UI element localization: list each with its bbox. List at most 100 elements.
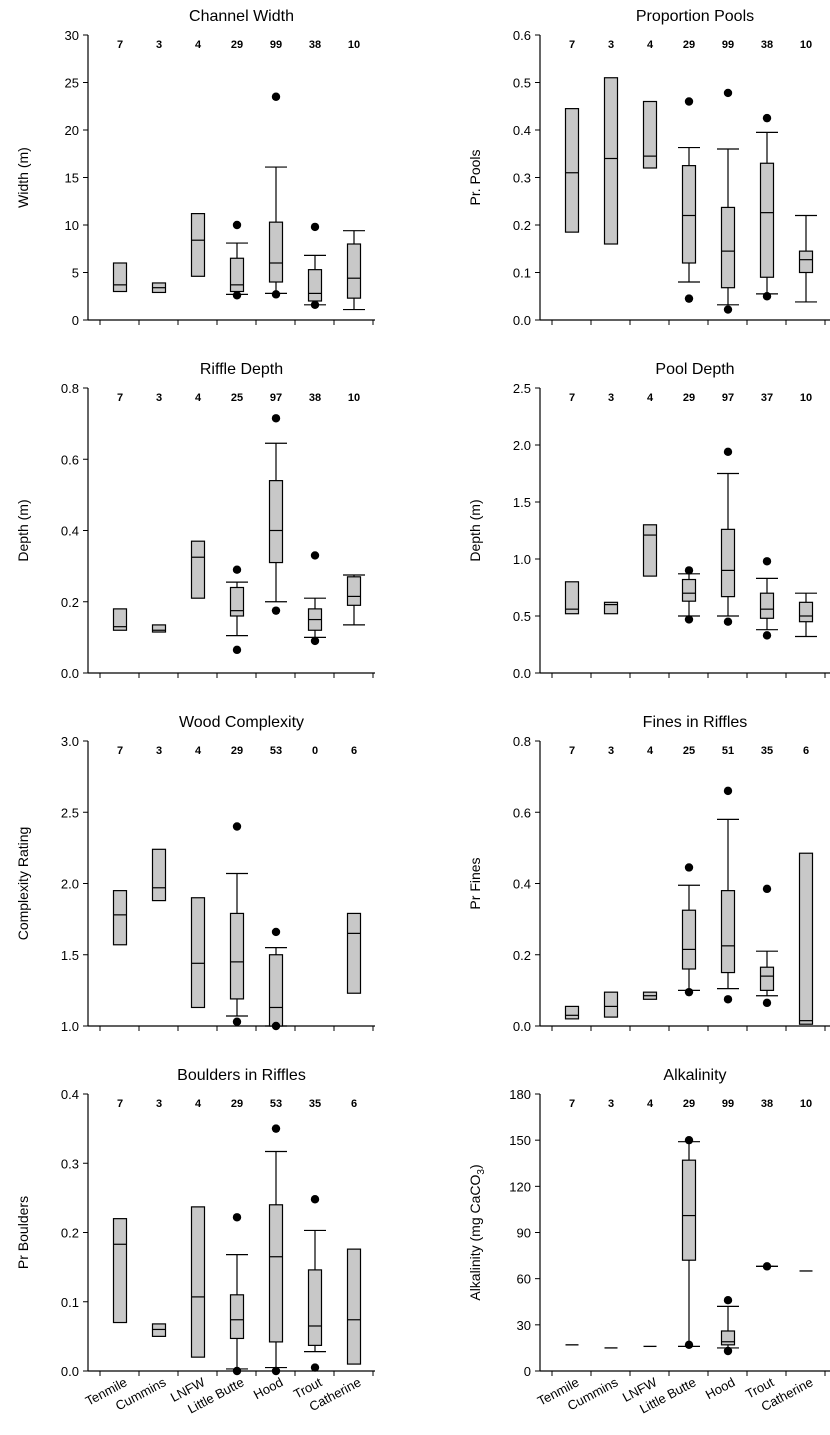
box-iqr	[798, 250, 814, 274]
sample-count: 10	[800, 39, 812, 51]
sample-count: 7	[569, 392, 575, 404]
sample-count: 35	[309, 1098, 321, 1110]
outlier-point	[723, 786, 733, 796]
panel-title: Fines in Riffles	[643, 714, 748, 731]
sample-count: 99	[722, 39, 734, 51]
y-tick-label: 60	[517, 1272, 531, 1287]
outlier-point	[684, 863, 694, 872]
chart-panel-6: Fines in Riffles Pr Fines 0.0 0.2 0.4 0.6 0.8 7…	[467, 714, 830, 1034]
sample-count: 25	[683, 745, 695, 757]
sample-count: 38	[761, 1098, 773, 1110]
y-tick-label: 2.0	[513, 438, 531, 453]
sample-count: 4	[647, 392, 654, 404]
panel-title: Channel Width	[189, 8, 294, 25]
box-iqr	[759, 966, 775, 991]
y-tick-label: 0.3	[61, 1156, 79, 1171]
outlier-point	[684, 1340, 694, 1350]
chart-panel-2: Proportion Pools Pr. Pools 0.0 0.1 0.2 0.3 0.4…	[467, 8, 830, 328]
box-iqr	[229, 1294, 245, 1340]
sample-count: 99	[722, 1098, 734, 1110]
y-axis-label: Pr Fines	[467, 857, 483, 909]
chart-panel-5: Wood Complexity Complexity Rating 1.0 1.5 2.…	[15, 714, 375, 1034]
y-tick-label: 0.6	[513, 28, 531, 43]
y-tick-label: 10	[65, 218, 79, 233]
outlier-point	[271, 414, 281, 423]
outlier-point	[232, 1213, 242, 1222]
box-iqr	[603, 991, 619, 1018]
outlier-point	[271, 92, 281, 101]
panel-title: Boulders in Riffles	[177, 1067, 306, 1084]
sample-count: 6	[351, 1098, 357, 1110]
outlier-point	[271, 606, 281, 615]
sample-count: 29	[683, 39, 695, 51]
chart-panel-4: Pool Depth Depth (m) 0.0 0.5 1.0 1.5 2.0 2.5 7 3 4…	[467, 361, 830, 681]
y-axis-label: Alkalinity (mg CaCO3)	[467, 1164, 487, 1300]
outlier-point	[271, 1366, 281, 1376]
sample-count: 53	[270, 1098, 282, 1110]
y-tick-label: 0.5	[513, 76, 531, 91]
outlier-point	[723, 995, 733, 1004]
box-iqr	[268, 954, 284, 1027]
y-tick-label: 0.0	[513, 313, 531, 328]
sample-count: 4	[195, 392, 202, 404]
sample-count: 6	[803, 745, 809, 757]
y-tick-label: 0.0	[61, 1364, 79, 1379]
box-iqr	[681, 165, 697, 264]
outlier-point	[232, 1366, 242, 1376]
y-tick-label: 1.5	[61, 948, 79, 963]
chart-panel-3: Riffle Depth Depth (m) 0.0 0.2 0.4 0.6 0.8 7 3 4 2…	[15, 361, 375, 681]
outlier-point	[684, 566, 694, 575]
outlier-point	[310, 636, 320, 646]
sample-count: 4	[647, 745, 654, 757]
outlier-point	[762, 884, 772, 894]
y-axis-label-end: )	[467, 1164, 483, 1169]
box-iqr	[190, 1206, 206, 1358]
outlier-point	[723, 447, 733, 457]
box-iqr	[190, 213, 206, 277]
y-tick-label: 180	[509, 1087, 531, 1102]
box-iqr	[307, 269, 323, 302]
outlier-point	[232, 565, 242, 574]
outlier-point	[684, 294, 694, 303]
sample-count: 4	[195, 1098, 202, 1110]
chart-panel-7: Boulders in Riffles Pr Boulders 0.0 0.1 0.2 0…	[15, 1067, 375, 1416]
outlier-point	[271, 1124, 281, 1133]
sample-count: 3	[156, 745, 162, 757]
sample-count: 7	[117, 39, 123, 51]
y-tick-label: 0.4	[61, 524, 79, 539]
sample-count: 29	[683, 1098, 695, 1110]
box-iqr	[268, 221, 284, 283]
sample-count: 51	[722, 745, 734, 757]
outlier-point	[684, 1135, 694, 1145]
y-tick-label: 20	[65, 123, 79, 138]
outlier-point	[762, 557, 772, 566]
sample-count: 4	[195, 39, 202, 51]
y-tick-label: 0.0	[513, 666, 531, 681]
y-tick-label: 15	[65, 171, 79, 186]
sample-count: 97	[722, 392, 734, 404]
y-tick-label: 0.2	[513, 218, 531, 233]
sample-count: 29	[231, 1098, 243, 1110]
box-iqr	[681, 909, 697, 970]
outlier-point	[723, 305, 733, 314]
outlier-point	[723, 88, 733, 98]
y-tick-label: 0.6	[513, 805, 531, 820]
sample-count: 4	[647, 1098, 654, 1110]
outlier-point	[310, 222, 320, 232]
box-iqr	[268, 1204, 284, 1343]
sample-count: 38	[309, 392, 321, 404]
panel-title: Wood Complexity	[179, 714, 304, 731]
box-iqr	[346, 576, 362, 606]
y-tick-label: 0.2	[61, 595, 79, 610]
y-tick-label: 0.3	[513, 171, 531, 186]
outlier-point	[310, 1363, 320, 1372]
box-iqr	[759, 162, 775, 278]
y-tick-label: 0.2	[513, 948, 531, 963]
y-tick-label: 0.8	[61, 381, 79, 396]
box-iqr	[112, 262, 128, 293]
y-tick-label: 120	[509, 1179, 531, 1194]
y-tick-label: 5	[72, 266, 79, 281]
outlier-point	[271, 290, 281, 299]
